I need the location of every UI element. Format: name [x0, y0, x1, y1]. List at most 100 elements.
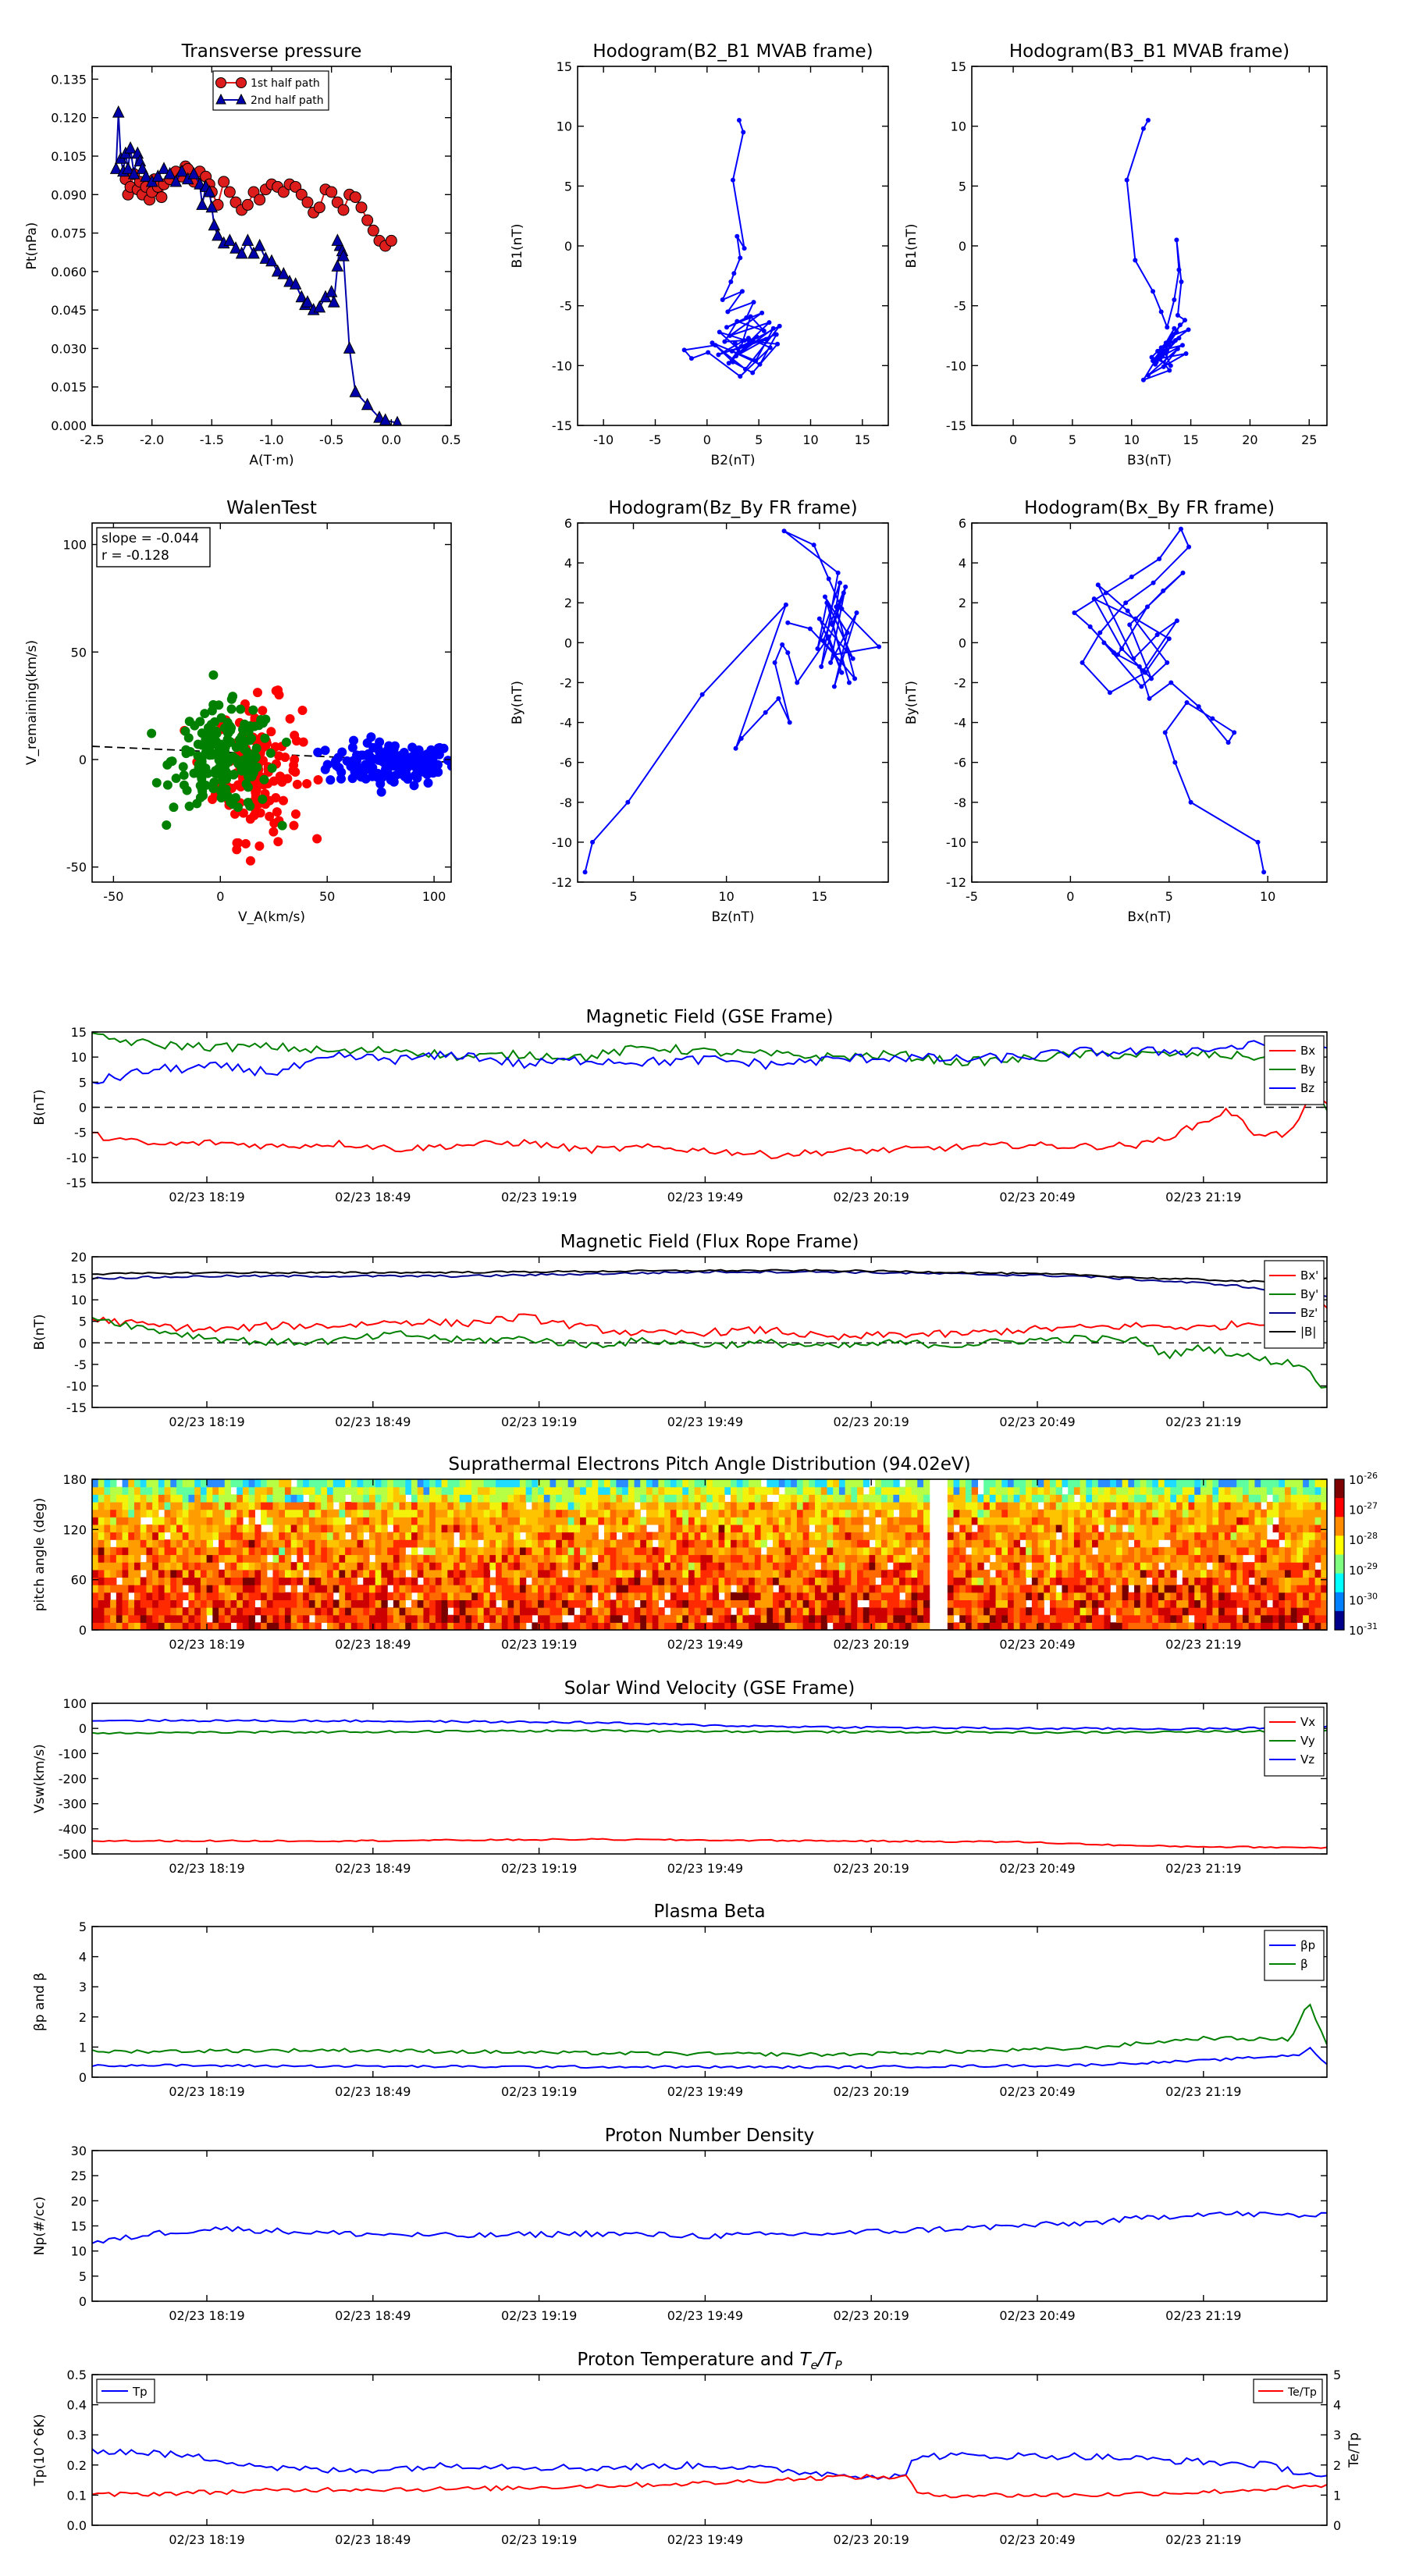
heatmap-cell	[405, 1554, 412, 1563]
heatmap-cell	[170, 1479, 177, 1488]
heatmap-cell	[423, 1479, 430, 1488]
heatmap-cell	[194, 1479, 201, 1488]
heatmap-cell	[429, 1479, 436, 1488]
heatmap-cell	[429, 1532, 436, 1540]
heatmap-cell	[1140, 1539, 1147, 1548]
heatmap-cell	[1146, 1517, 1153, 1525]
data-point	[208, 670, 219, 680]
heatmap-cell	[1212, 1546, 1219, 1556]
heatmap-cell	[104, 1494, 111, 1503]
y-tick-label: -12	[946, 875, 966, 890]
heatmap-cell	[152, 1494, 159, 1503]
heatmap-cell	[405, 1524, 412, 1533]
heatmap-cell	[1068, 1607, 1075, 1616]
y-tick-label: 10	[71, 1050, 87, 1065]
heatmap-cell	[405, 1509, 412, 1517]
heatmap-cell	[550, 1532, 557, 1540]
heatmap-cell	[128, 1546, 135, 1556]
heatmap-cell	[237, 1501, 244, 1510]
heatmap-cell	[1092, 1569, 1099, 1578]
heatmap-cell	[242, 1592, 250, 1600]
heatmap-cell	[887, 1479, 894, 1488]
heatmap-cell	[610, 1539, 617, 1548]
heatmap-cell	[1073, 1614, 1081, 1623]
heatmap-cell	[447, 1592, 454, 1600]
heatmap-cell	[543, 1607, 551, 1616]
heatmap-cell	[802, 1562, 809, 1571]
heatmap-cell	[224, 1479, 232, 1488]
y-tick-label: 0	[959, 635, 966, 650]
heatmap-cell	[598, 1546, 605, 1556]
heatmap-cell	[261, 1577, 268, 1585]
heatmap-cell	[254, 1494, 261, 1503]
heatmap-cell	[731, 1524, 738, 1533]
heatmap-cell	[561, 1524, 569, 1533]
heatmap-cell	[447, 1614, 454, 1623]
heatmap-cell	[116, 1539, 123, 1548]
heatmap-cell	[387, 1569, 394, 1578]
data-point	[720, 297, 725, 302]
heatmap-cell	[869, 1517, 876, 1525]
heatmap-cell	[514, 1486, 521, 1495]
heatmap-cell	[887, 1532, 894, 1540]
heatmap-cell	[158, 1607, 165, 1616]
heatmap-cell	[496, 1592, 503, 1600]
heatmap-cell	[339, 1622, 346, 1630]
heatmap-cell	[465, 1554, 472, 1563]
heatmap-cell	[501, 1622, 509, 1630]
heatmap-cell	[303, 1517, 310, 1525]
data-point	[233, 838, 244, 848]
heatmap-cell	[706, 1479, 713, 1488]
heatmap-cell	[634, 1509, 641, 1517]
heatmap-cell	[809, 1554, 816, 1563]
heatmap-cell	[224, 1622, 232, 1630]
heatmap-cell	[1086, 1554, 1093, 1563]
heatmap-cell	[634, 1614, 641, 1623]
heatmap-cell	[628, 1585, 635, 1593]
heatmap-cell	[718, 1486, 725, 1495]
heatmap-cell	[1080, 1524, 1087, 1533]
heatmap-cell	[496, 1546, 503, 1556]
heatmap-cell	[809, 1486, 816, 1495]
heatmap-cell	[326, 1554, 334, 1563]
heatmap-cell	[375, 1494, 382, 1503]
heatmap-cell	[1019, 1562, 1026, 1571]
heatmap-cell	[266, 1599, 274, 1608]
heatmap-cell	[158, 1585, 165, 1593]
heatmap-cell	[1212, 1524, 1219, 1533]
heatmap-cell	[411, 1479, 418, 1488]
heatmap-cell	[417, 1494, 425, 1503]
heatmap-cell	[242, 1486, 250, 1495]
heatmap-cell	[242, 1501, 250, 1510]
heatmap-cell	[538, 1479, 545, 1488]
data-point	[230, 792, 240, 802]
heatmap-cell	[501, 1562, 509, 1571]
heatmap-cell	[224, 1539, 232, 1548]
heatmap-cell	[1230, 1509, 1237, 1517]
heatmap-cell	[658, 1524, 665, 1533]
heatmap-cell	[200, 1532, 208, 1540]
heatmap-cell	[731, 1479, 738, 1488]
heatmap-cell	[532, 1494, 539, 1503]
heatmap-cell	[880, 1599, 888, 1608]
heatmap-cell	[200, 1554, 208, 1563]
heatmap-cell	[1073, 1509, 1081, 1517]
heatmap-cell	[543, 1622, 551, 1630]
heatmap-cell	[1044, 1486, 1051, 1495]
heatmap-cell	[454, 1509, 461, 1517]
heatmap-cell	[454, 1501, 461, 1510]
heatmap-cell	[321, 1539, 328, 1548]
heatmap-cell	[194, 1622, 201, 1630]
heatmap-cell	[465, 1494, 472, 1503]
heatmap-cell	[128, 1501, 135, 1510]
heatmap-cell	[1206, 1569, 1213, 1578]
heatmap-cell	[1200, 1592, 1208, 1600]
heatmap-cell	[712, 1569, 720, 1578]
heatmap-cell	[989, 1509, 997, 1517]
heatmap-cell	[628, 1554, 635, 1563]
data-point	[289, 277, 302, 290]
data-point	[295, 290, 308, 303]
heatmap-cell	[603, 1554, 611, 1563]
heatmap-cell	[441, 1517, 448, 1525]
heatmap-cell	[350, 1546, 358, 1556]
